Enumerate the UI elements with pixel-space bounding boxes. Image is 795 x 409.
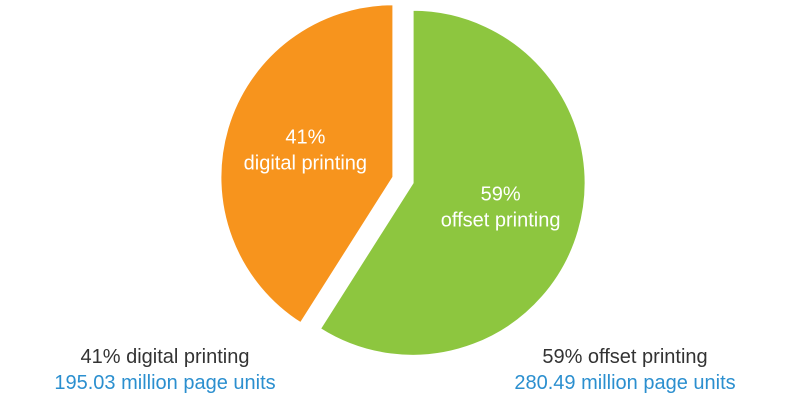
slice-percent-digital-printing: 41%	[285, 127, 325, 149]
slice-label-offset-printing: offset printing	[441, 209, 561, 231]
caption-offset-title: 59% offset printing	[542, 346, 708, 368]
caption-offset-printing: 59% offset printing 280.49 million page …	[455, 344, 795, 396]
slice-percent-offset-printing: 59%	[481, 183, 521, 205]
pie-slices	[219, 3, 587, 357]
slice-label-digital-printing: digital printing	[244, 153, 367, 175]
caption-digital-printing: 41% digital printing 195.03 million page…	[0, 344, 330, 396]
caption-offset-units: 280.49 million page units	[514, 372, 736, 394]
pie-slice-offset-printing	[318, 8, 587, 357]
pie-slice-labels: 41% digital printing 59% offset printing	[244, 127, 561, 232]
pie-slice-digital-printing	[219, 3, 395, 325]
caption-digital-title: 41% digital printing	[80, 346, 250, 368]
caption-digital-units: 195.03 million page units	[54, 372, 276, 394]
